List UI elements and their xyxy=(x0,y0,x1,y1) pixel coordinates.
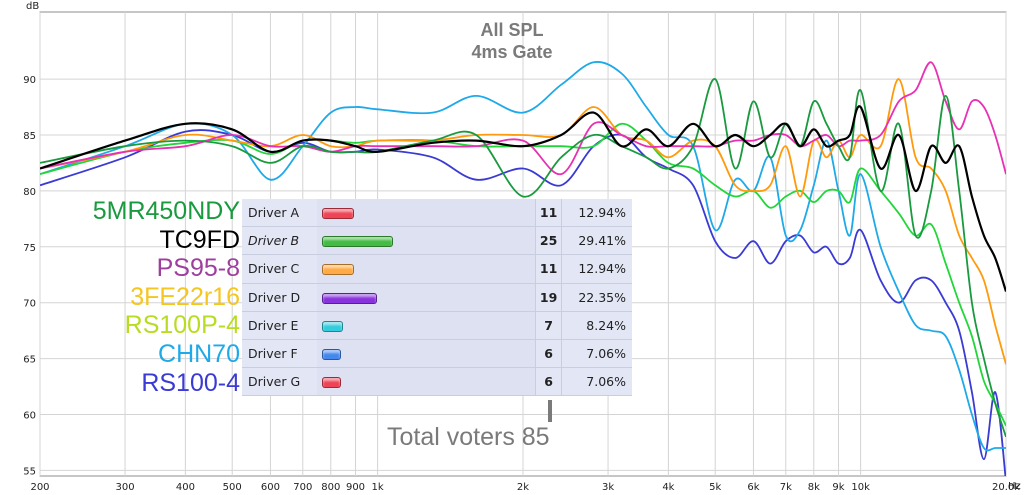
poll-percent: 8.24% xyxy=(561,311,632,340)
total-voters: Total voters 85 xyxy=(387,423,550,451)
poll-option-label: Driver A xyxy=(242,199,318,228)
legend-entry: RS100P-4 xyxy=(124,311,240,340)
poll-row: Driver A 11 12.94% xyxy=(242,199,632,228)
poll-row: Driver D 19 22.35% xyxy=(242,283,632,312)
poll-percent: 12.94% xyxy=(561,254,632,284)
poll-vote-count: 7 xyxy=(534,311,563,340)
poll-table: Driver A 11 12.94% Driver B 25 29.41% Driver C… xyxy=(242,199,632,397)
legend-entry: 3FE22r16 xyxy=(130,282,240,311)
poll-percent: 7.06% xyxy=(561,367,632,397)
poll-option-label: Driver D xyxy=(242,283,318,312)
poll-bar xyxy=(322,208,355,220)
x-tick-labels: 200 300 400 500 600 700 800 900 1k 2k 3k 4k 5k 6k 7k 8k… xyxy=(30,482,1020,493)
legend-entry: RS100-4 xyxy=(141,368,240,397)
poll-bar-cell xyxy=(317,339,536,369)
poll-row: Driver G 6 7.06% xyxy=(242,367,632,397)
y-tick-label: 75 xyxy=(23,243,36,254)
poll-bar-cell xyxy=(317,199,536,228)
poll-bar xyxy=(322,377,342,389)
legend-entry: TC9FD xyxy=(159,225,240,254)
poll-bar-cell xyxy=(317,226,536,256)
y-tick-labels: 55 60 65 70 75 80 85 90 xyxy=(23,75,36,477)
poll-option-label: Driver B xyxy=(242,226,318,256)
poll-percent: 7.06% xyxy=(561,339,632,369)
poll-row: Driver B 25 29.41% xyxy=(242,226,632,256)
x-tick-label: 700 xyxy=(293,482,312,493)
poll-bar xyxy=(322,349,342,361)
series-line-5mr450ndy xyxy=(40,78,1006,438)
poll-bar xyxy=(322,292,378,304)
poll-percent: 22.35% xyxy=(561,283,632,312)
poll-bar xyxy=(322,236,394,248)
x-tick-label: 4k xyxy=(662,482,674,493)
x-tick-label: 500 xyxy=(223,482,242,493)
poll-row: Driver C 11 12.94% xyxy=(242,254,632,284)
poll-bar-cell xyxy=(317,367,536,397)
poll-bar xyxy=(322,320,344,332)
poll-row: Driver E 7 8.24% xyxy=(242,311,632,340)
series-line-tc9fd xyxy=(40,105,1006,292)
poll-option-label: Driver G xyxy=(242,367,318,397)
y-tick-label: 80 xyxy=(23,187,36,198)
chart-title: All SPL xyxy=(480,20,543,40)
poll-vote-count: 19 xyxy=(534,283,563,312)
x-tick-label: 1k xyxy=(372,482,384,493)
poll-option-label: Driver E xyxy=(242,311,318,340)
poll-bar-cell xyxy=(317,254,536,284)
poll-vote-count: 6 xyxy=(534,339,563,369)
x-tick-label: 9k xyxy=(832,482,844,493)
y-tick-label: 70 xyxy=(23,299,36,310)
x-tick-label: 7k xyxy=(780,482,792,493)
series-lines xyxy=(40,61,1006,476)
y-tick-label: 90 xyxy=(23,75,36,86)
x-tick-label: 200 xyxy=(30,482,49,493)
x-axis-unit: Hz xyxy=(1008,481,1021,492)
y-tick-label: 85 xyxy=(23,131,36,142)
y-tick-label: 65 xyxy=(23,355,36,366)
poll-option-label: Driver C xyxy=(242,254,318,284)
y-tick-label: 60 xyxy=(23,411,36,422)
poll-percent: 29.41% xyxy=(561,226,632,256)
x-tick-label: 300 xyxy=(116,482,135,493)
legend-entry: PS95-8 xyxy=(156,254,240,283)
legend-entry: 5MR450NDY xyxy=(92,197,240,225)
poll-percent: 12.94% xyxy=(561,199,632,228)
x-tick-label: 900 xyxy=(346,482,365,493)
poll-vote-count: 11 xyxy=(534,199,563,228)
x-tick-label: 6k xyxy=(747,482,759,493)
legend-entry: CHN70 xyxy=(158,339,240,368)
x-tick-label: 8k xyxy=(808,482,820,493)
poll-bar-cell xyxy=(317,311,536,340)
x-tick-label: 400 xyxy=(176,482,195,493)
poll-bar xyxy=(322,264,355,276)
poll-vote-count: 6 xyxy=(534,367,563,397)
poll-vote-count: 11 xyxy=(534,254,563,284)
poll-bar-cell xyxy=(317,283,536,312)
y-tick-label: 55 xyxy=(23,466,36,477)
legend: 5MR450NDY TC9FD PS95-8 3FE22r16 RS100P-4 CHN7… xyxy=(40,197,240,397)
x-tick-label: 800 xyxy=(321,482,340,493)
chart-subtitle: 4ms Gate xyxy=(471,42,552,62)
x-tick-label: 2k xyxy=(517,482,529,493)
poll-vote-count: 25 xyxy=(534,226,563,256)
x-tick-label: 5k xyxy=(709,482,721,493)
x-tick-label: 10k xyxy=(851,482,870,493)
poll-option-label: Driver F xyxy=(242,339,318,369)
series-line-chn70 xyxy=(40,61,1006,452)
poll-row: Driver F 6 7.06% xyxy=(242,339,632,369)
y-axis-label: dB xyxy=(26,1,39,12)
x-tick-label: 600 xyxy=(261,482,280,493)
x-tick-label: 20.0k xyxy=(992,482,1020,493)
x-tick-label: 3k xyxy=(602,482,614,493)
total-marker xyxy=(548,400,552,422)
